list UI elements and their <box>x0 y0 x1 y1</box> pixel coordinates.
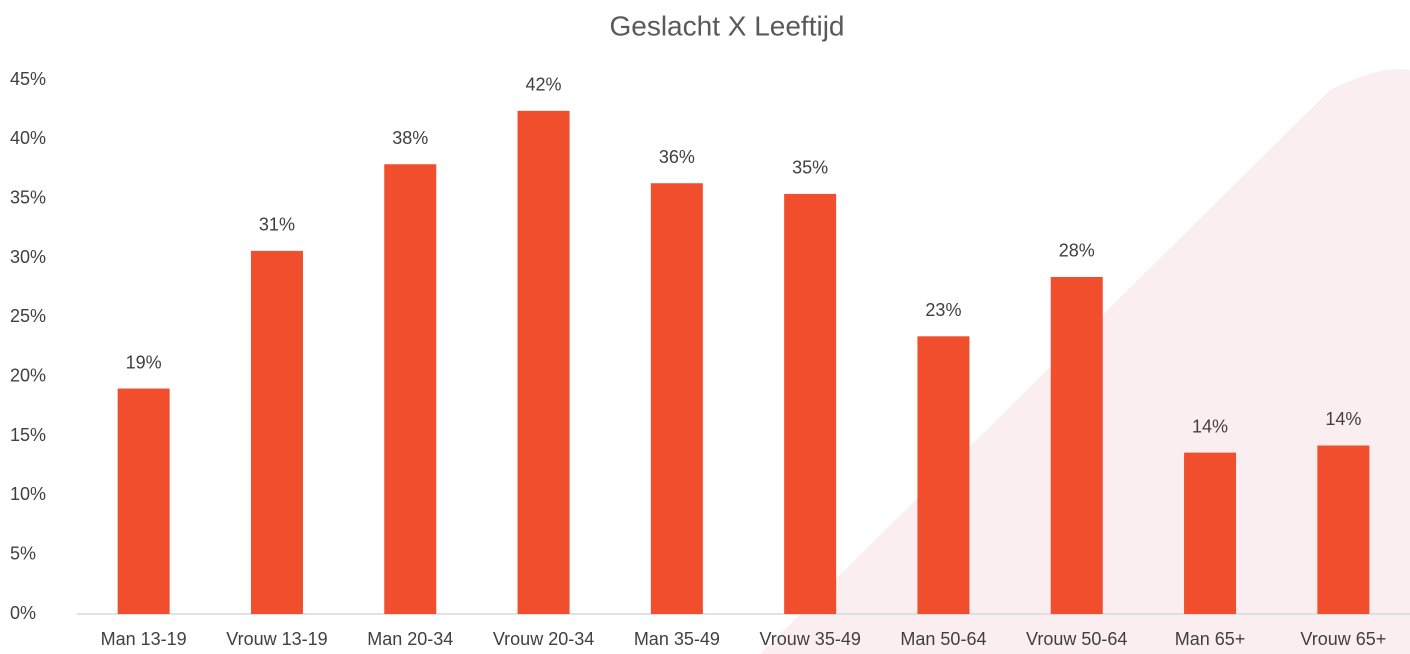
y-tick-label: 5% <box>10 543 36 563</box>
bar <box>917 336 970 614</box>
bar <box>517 110 570 614</box>
bar <box>384 164 437 614</box>
y-tick-label: 25% <box>10 306 46 326</box>
value-label: 19% <box>126 352 162 372</box>
x-tick-label: Man 35-49 <box>634 629 720 649</box>
value-label: 14% <box>1325 409 1361 429</box>
value-label: 14% <box>1192 416 1228 436</box>
x-tick-label: Vrouw 50-64 <box>1026 629 1127 649</box>
y-tick-label: 35% <box>10 187 46 207</box>
value-label: 31% <box>259 215 295 235</box>
bar <box>784 193 837 615</box>
y-tick-label: 0% <box>10 603 36 623</box>
value-label: 42% <box>526 75 562 95</box>
y-tick-label: 40% <box>10 128 46 148</box>
value-label: 38% <box>392 128 428 148</box>
bar <box>117 388 170 614</box>
y-tick-label: 30% <box>10 247 46 267</box>
x-tick-label: Man 13-19 <box>101 629 187 649</box>
x-tick-label: Vrouw 65+ <box>1300 629 1386 649</box>
x-tick-label: Man 20-34 <box>367 629 453 649</box>
x-tick-label: Man 50-64 <box>900 629 986 649</box>
x-tick-label: Vrouw 35-49 <box>759 629 860 649</box>
chart-title: Geslacht X Leeftijd <box>609 10 844 41</box>
value-label: 28% <box>1059 241 1095 261</box>
x-tick-label: Man 65+ <box>1175 629 1246 649</box>
y-tick-label: 10% <box>10 484 46 504</box>
bar <box>1317 445 1370 614</box>
bar <box>250 250 303 614</box>
y-tick-label: 45% <box>10 69 46 89</box>
bar <box>650 183 703 615</box>
bar <box>1184 452 1237 614</box>
x-tick-label: Vrouw 20-34 <box>493 629 594 649</box>
y-tick-label: 15% <box>10 425 46 445</box>
value-label: 35% <box>792 158 828 178</box>
value-label: 23% <box>925 300 961 320</box>
bar <box>1050 276 1103 614</box>
value-label: 36% <box>659 147 695 167</box>
y-tick-label: 20% <box>10 365 46 385</box>
x-tick-label: Vrouw 13-19 <box>226 629 327 649</box>
